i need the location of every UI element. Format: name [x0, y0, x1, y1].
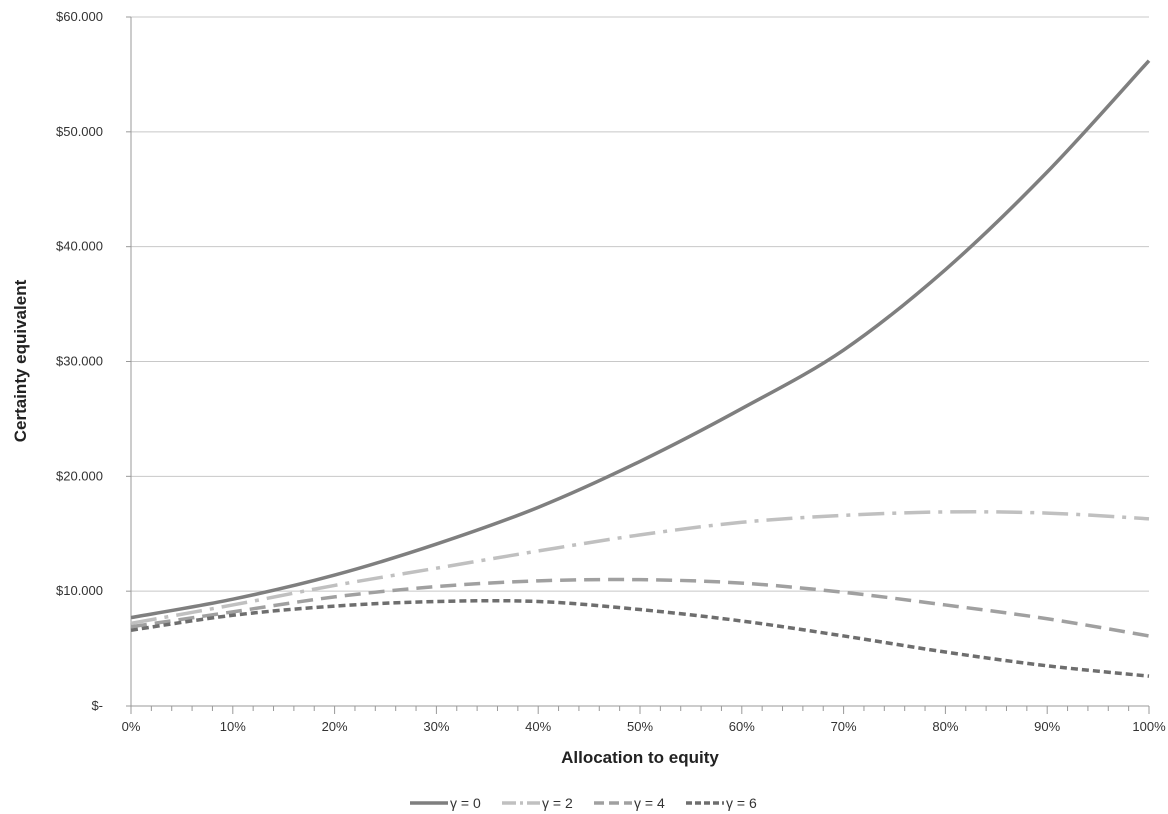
y-tick-label: $- [91, 698, 103, 713]
series-line-0 [130, 59, 1151, 620]
series-line-2 [130, 577, 1150, 638]
tick-labels: $- $10.000 $20.000 $30.000 $40.000 $50.000 $60… [56, 9, 1166, 734]
x-tick-label: 30% [423, 719, 449, 734]
y-tick-label: $50.000 [56, 124, 103, 139]
x-tick-label: 100% [1132, 719, 1166, 734]
x-tick-label: 60% [729, 719, 755, 734]
axes [126, 16, 1150, 714]
x-tick-label: 10% [220, 719, 246, 734]
legend-label-2: γ = 4 [634, 795, 665, 811]
y-tick-label: $10.000 [56, 583, 103, 598]
x-tick-label: 20% [322, 719, 348, 734]
x-axis-title: Allocation to equity [561, 748, 719, 767]
series-line-3 [130, 598, 1150, 678]
x-tick-label: 0% [122, 719, 141, 734]
legend: γ = 0 γ = 2 γ = 4 γ = 6 [410, 795, 757, 811]
y-tick-label: $60.000 [56, 9, 103, 24]
legend-label-0: γ = 0 [450, 795, 481, 811]
series-lines [130, 59, 1151, 678]
y-tick-label: $30.000 [56, 354, 103, 369]
series-line-1 [130, 510, 1150, 626]
x-tick-label: 70% [831, 719, 857, 734]
x-tick-label: 80% [932, 719, 958, 734]
grid-lines [131, 16, 1149, 592]
y-axis-title: Certainty equivalent [11, 279, 30, 442]
legend-label-1: γ = 2 [542, 795, 573, 811]
x-tick-label: 90% [1034, 719, 1060, 734]
legend-label-3: γ = 6 [726, 795, 757, 811]
y-tick-label: $40.000 [56, 239, 103, 254]
x-tick-label: 40% [525, 719, 551, 734]
x-tick-label: 50% [627, 719, 653, 734]
y-tick-label: $20.000 [56, 468, 103, 483]
